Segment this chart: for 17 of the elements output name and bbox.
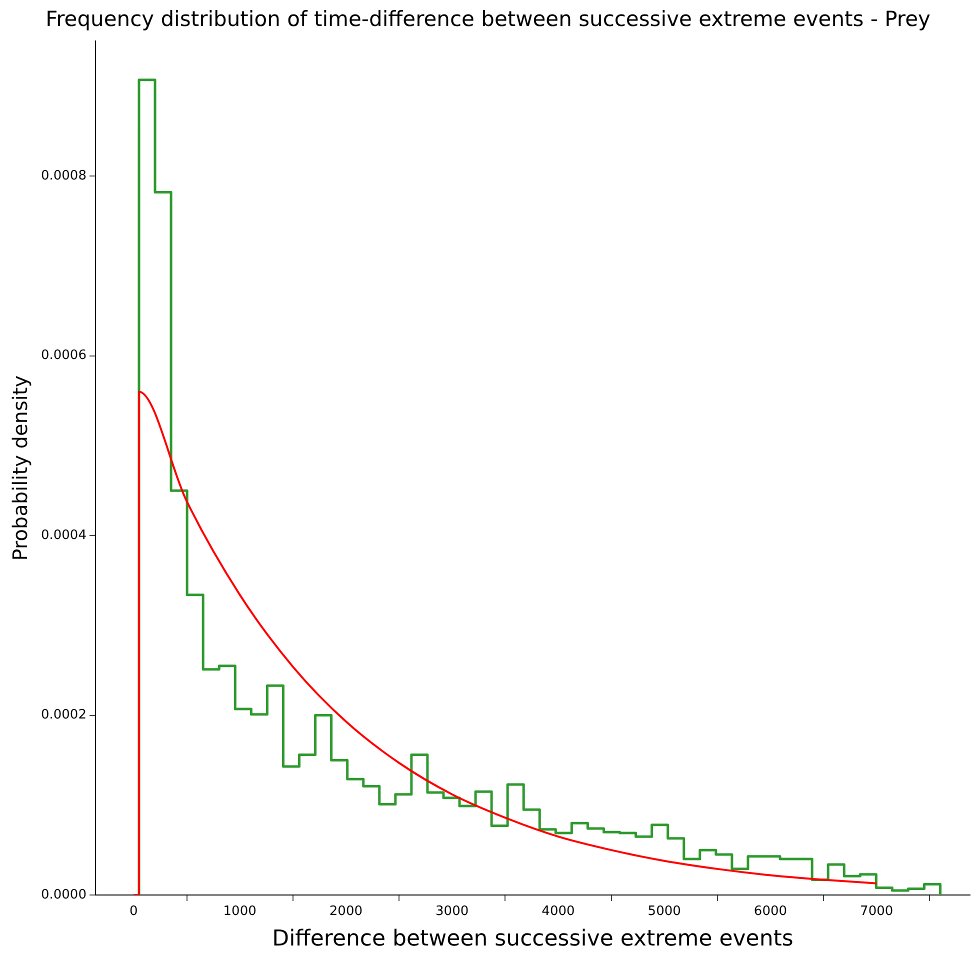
x-tick-label: 3000 (436, 904, 469, 920)
x-tick-label: 1000 (223, 904, 256, 920)
x-tick-label: 0 (130, 904, 138, 920)
chart-title: Frequency distribution of time-difference between successive extreme events - Prey (46, 7, 930, 32)
x-tick-label: 6000 (754, 904, 788, 920)
y-tick-label: 0.0006 (40, 348, 86, 364)
y-tick-label: 0.0008 (40, 168, 86, 184)
x-tick-label: 7000 (860, 904, 894, 920)
x-tick-label: 2000 (329, 904, 362, 920)
y-tick-label: 0.0004 (40, 528, 86, 543)
x-tick-label: 5000 (648, 904, 681, 920)
x-axis-title: Difference between successive extreme events (272, 926, 794, 952)
x-tick-label: 4000 (542, 904, 575, 920)
line-series (132, 390, 878, 895)
y-tick-label: 0.0002 (40, 708, 86, 723)
y-tick-label: 0.0000 (40, 887, 86, 902)
y-axis-title: Probability density (8, 375, 32, 561)
